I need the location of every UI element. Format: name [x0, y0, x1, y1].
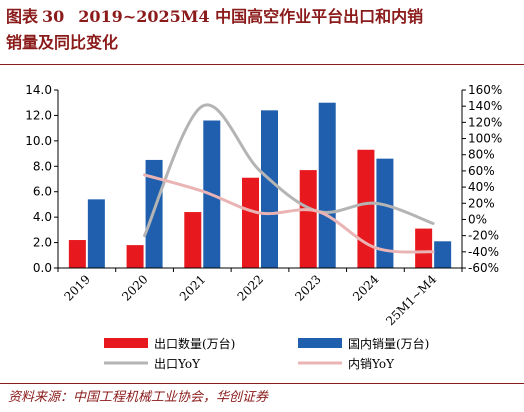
right-tick-label-7: 80%	[468, 148, 495, 162]
x-tick-label-2: 2021	[177, 272, 208, 303]
legend-export-qty-label: 出口数量(万台)	[154, 336, 235, 351]
legend-domestic-qty-swatch	[298, 338, 342, 348]
bar-export-0	[68, 240, 86, 268]
right-tick-label-8: 100%	[468, 132, 502, 146]
right-tick-label-5: 40%	[468, 180, 495, 194]
line-export-yoy	[143, 103, 435, 238]
right-tick-label-9: 120%	[468, 115, 502, 129]
source-divider	[0, 383, 524, 384]
right-tick-label-11: 160%	[468, 83, 502, 97]
bar-domestic-0	[87, 199, 105, 268]
x-axis-ticks: 2019 2020 2021 2022 2023 2024 25M1~M4	[57, 268, 463, 328]
axes-layer	[57, 90, 463, 269]
left-tick-label-0: 0.0	[33, 261, 52, 275]
legend-export-yoy-label: 出口YoY	[154, 357, 201, 371]
x-tick-label-3: 2022	[235, 272, 266, 303]
legend: 出口数量(万台) 国内销量(万台) 出口YoY 内销YoY	[104, 336, 429, 371]
bar-export-1	[126, 245, 144, 268]
legend-domestic-qty-label: 国内销量(万台)	[348, 336, 429, 351]
left-tick-label-6: 12.0	[25, 108, 52, 122]
right-tick-label-1: -40%	[468, 245, 499, 259]
bars-layer	[68, 102, 452, 268]
bar-export-6	[415, 228, 433, 268]
source-note: 资料来源：中国工程机械工业协会，华创证券	[8, 390, 269, 405]
legend-domestic-yoy-label: 内销YoY	[348, 357, 395, 371]
x-tick-label-1: 2020	[119, 272, 150, 303]
x-tick-label-5: 2024	[350, 272, 382, 304]
figure-title-line2: 销量及同比变化	[6, 33, 119, 52]
figure-label: 图表	[6, 7, 39, 26]
line-domestic-yoy	[143, 173, 435, 254]
left-axis-ticks: 0.0 2.0 4.0 6.0 8.0 10.0 12.0 14.0	[25, 83, 58, 275]
x-tick-label-6: 25M1~M4	[383, 272, 439, 328]
legend-export-qty-swatch	[104, 338, 148, 348]
left-tick-label-7: 14.0	[25, 83, 52, 97]
figure-title-line1: 2019~2025M4 中国高空作业平台出口和内销	[78, 7, 424, 26]
combo-chart: 0.0 2.0 4.0 6.0 8.0 10.0 12.0 14.0 -60% -40% -20%…	[25, 83, 502, 371]
x-tick-label-4: 2023	[292, 272, 323, 303]
bar-export-2	[184, 212, 202, 268]
bar-domestic-3	[261, 110, 278, 268]
right-tick-label-6: 60%	[468, 164, 495, 178]
right-tick-label-3: 0%	[468, 212, 487, 226]
right-tick-label-0: -60%	[468, 261, 499, 275]
figure-title: 图表 30 2019~2025M4 中国高空作业平台出口和内销 销量及同比变化	[6, 4, 518, 56]
bar-domestic-4	[318, 102, 336, 268]
bar-export-3	[242, 177, 259, 268]
left-tick-label-1: 2.0	[33, 236, 52, 250]
bar-export-5	[357, 149, 375, 268]
lines-layer	[143, 103, 435, 254]
figure-number: 30	[42, 7, 65, 26]
bar-domestic-6	[434, 241, 452, 268]
bar-export-4	[299, 170, 317, 268]
left-tick-label-4: 8.0	[33, 159, 52, 173]
right-axis-ticks: -60% -40% -20% 0% 20% 40% 60% 80% 100% 120% 140% 16…	[462, 83, 502, 275]
left-tick-label-2: 4.0	[33, 210, 52, 224]
right-tick-label-4: 20%	[468, 196, 495, 210]
left-tick-label-5: 10.0	[25, 134, 52, 148]
left-tick-label-3: 6.0	[33, 185, 52, 199]
right-tick-label-10: 140%	[468, 99, 502, 113]
title-divider	[0, 64, 524, 65]
bar-domestic-5	[376, 158, 394, 268]
x-tick-label-0: 2019	[61, 272, 92, 303]
right-tick-label-2: -20%	[468, 229, 499, 243]
